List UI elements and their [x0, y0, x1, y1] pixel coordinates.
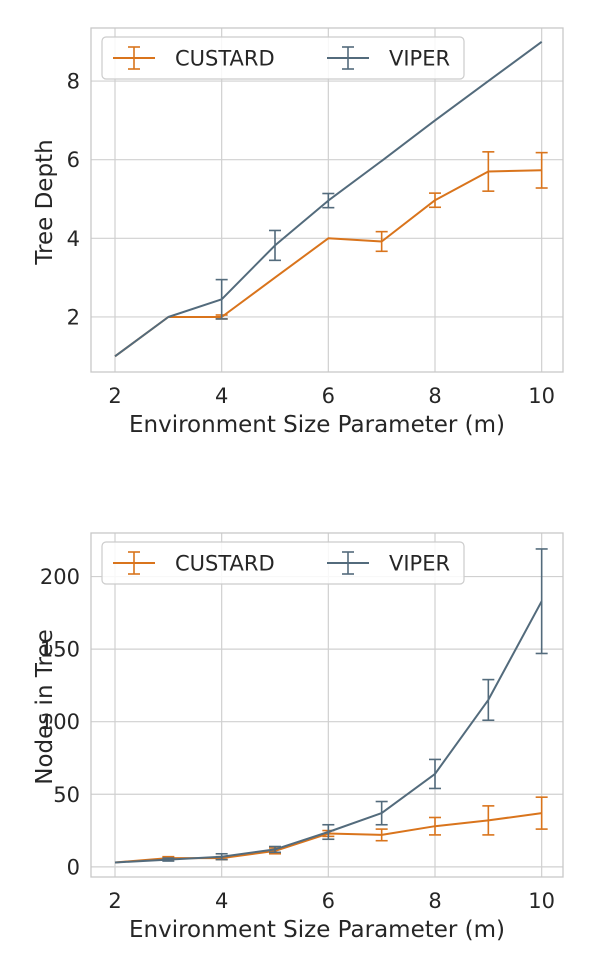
series-viper	[114, 549, 548, 864]
x-tick-label: 6	[322, 384, 335, 408]
data-point	[434, 199, 436, 201]
data-point	[274, 277, 276, 279]
data-point	[541, 169, 543, 171]
data-point	[167, 316, 169, 318]
data-point	[327, 200, 329, 202]
data-point	[487, 80, 489, 82]
legend: CUSTARD VIPER	[102, 542, 464, 584]
tree-depth-chart: 2 4 6 8 10 2 4 6 8 Environment Size Parameter (m)…	[32, 28, 563, 438]
x-tick-label: 6	[322, 889, 335, 913]
y-tick-label: 200	[40, 565, 80, 589]
x-axis-label: Environment Size Parameter (m)	[129, 412, 505, 438]
y-tick-label: 8	[67, 70, 80, 94]
data-point	[434, 825, 436, 827]
y-tick-label: 0	[67, 855, 80, 879]
legend-label: VIPER	[389, 47, 450, 71]
y-tick-label: 6	[67, 148, 80, 172]
legend-label: CUSTARD	[175, 47, 275, 71]
data-point	[541, 812, 543, 814]
data-point	[327, 831, 329, 833]
data-point	[274, 244, 276, 246]
data-point	[381, 812, 383, 814]
data-point	[541, 41, 543, 43]
data-point	[381, 160, 383, 162]
x-tick-label: 4	[215, 889, 228, 913]
data-point	[274, 848, 276, 850]
x-tick-label: 10	[528, 384, 555, 408]
legend: CUSTARD VIPER	[102, 37, 464, 79]
data-point	[487, 819, 489, 821]
y-tick-label: 4	[67, 227, 80, 251]
data-point	[434, 773, 436, 775]
data-point	[114, 355, 116, 357]
data-point	[114, 861, 116, 863]
data-point	[381, 834, 383, 836]
x-tick-label: 10	[528, 889, 555, 913]
y-tick-label: 50	[53, 783, 80, 807]
data-point	[487, 699, 489, 701]
series-custard	[114, 152, 548, 357]
x-tick-label: 4	[215, 384, 228, 408]
y-tick-label: 2	[67, 305, 80, 329]
x-tick-label: 2	[108, 889, 121, 913]
x-tick-label: 8	[428, 384, 441, 408]
data-point	[434, 119, 436, 121]
data-point	[327, 237, 329, 239]
y-axis-label: Nodes in Tree	[32, 629, 58, 785]
x-tick-label: 8	[428, 889, 441, 913]
y-axis-label: Tree Depth	[32, 139, 58, 265]
x-tick-label: 2	[108, 384, 121, 408]
legend-label: VIPER	[389, 552, 450, 576]
data-point	[381, 240, 383, 242]
x-axis-label: Environment Size Parameter (m)	[129, 917, 505, 943]
data-point	[541, 600, 543, 602]
data-point	[221, 856, 223, 858]
data-point	[167, 859, 169, 861]
legend-label: CUSTARD	[175, 552, 275, 576]
data-point	[487, 170, 489, 172]
data-point	[221, 298, 223, 300]
